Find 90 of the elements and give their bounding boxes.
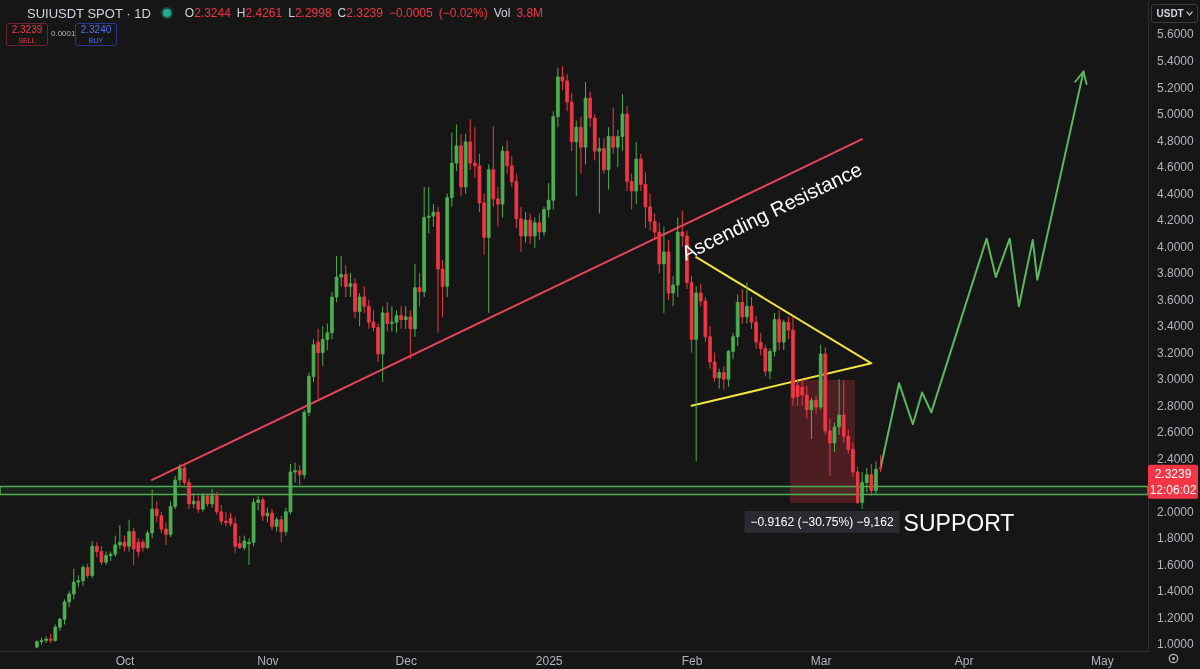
candlestick — [394, 309, 399, 334]
y-tick-label: 5.2000 — [1157, 80, 1195, 95]
candlestick — [297, 464, 302, 486]
y-tick-label: 4.6000 — [1157, 160, 1195, 175]
candlestick — [781, 319, 786, 351]
y-tick-label: 2.4000 — [1157, 451, 1195, 466]
candlestick — [210, 488, 214, 509]
x-tick-label: 2025 — [535, 653, 563, 668]
text: 2.3239 — [1154, 466, 1192, 481]
x-tick-label: Feb — [681, 653, 703, 668]
candlestick — [574, 120, 579, 197]
candlestick — [777, 309, 781, 351]
y-tick-label: 1.2000 — [1157, 610, 1195, 625]
y-tick-label: 5.4000 — [1157, 53, 1195, 68]
y-axis-title: USDT — [1156, 7, 1184, 19]
candlestick — [869, 463, 874, 497]
candlestick — [113, 535, 118, 558]
candlestick — [874, 460, 878, 496]
y-tick-label: 3.8000 — [1157, 266, 1195, 281]
y-tick-label: 4.4000 — [1157, 186, 1195, 201]
x-tick-label: Nov — [257, 653, 279, 668]
candlestick — [602, 137, 606, 175]
y-tick-label: 2.8000 — [1157, 398, 1195, 413]
candlestick — [159, 511, 164, 534]
candlestick — [408, 309, 413, 360]
y-tick-label: 3.2000 — [1157, 345, 1195, 360]
x-tick-label: May — [1091, 653, 1114, 668]
candlestick — [399, 305, 403, 330]
y-tick-label: 1.6000 — [1157, 557, 1195, 572]
y-tick-label: 3.0000 — [1157, 372, 1195, 387]
candlestick — [763, 344, 768, 378]
candlestick — [343, 264, 348, 298]
candlestick — [131, 527, 136, 566]
candlestick — [528, 212, 533, 245]
chart-title: SUIUSDT SPOT · 1D — [27, 5, 151, 21]
candlestick — [537, 212, 542, 241]
y-tick-label: 5.0000 — [1157, 107, 1195, 122]
candlestick — [740, 288, 745, 325]
y-tick-label: 4.8000 — [1157, 133, 1195, 148]
x-tick-label: Dec — [395, 653, 417, 668]
candlestick — [523, 211, 528, 244]
y-tick-label: 4.2000 — [1157, 213, 1195, 228]
candlestick — [814, 394, 818, 415]
candlestick — [468, 118, 473, 171]
candlestick — [745, 281, 749, 325]
candlestick — [357, 292, 362, 327]
y-tick-label: 2.6000 — [1157, 425, 1195, 440]
candlestick — [532, 216, 537, 249]
x-tick-label: Apr — [954, 653, 974, 668]
y-tick-label: 1.4000 — [1157, 584, 1195, 599]
candlestick — [597, 137, 602, 214]
annotation: 0.0001 — [51, 29, 76, 38]
y-tick-label: 2.0000 — [1157, 504, 1195, 519]
candlestick — [717, 368, 722, 389]
y-tick-label: 3.6000 — [1157, 292, 1195, 307]
candlestick — [71, 568, 76, 600]
candlestick — [878, 454, 883, 473]
y-tick-label: 5.6000 — [1157, 27, 1195, 42]
x-tick-label: Oct — [115, 653, 135, 668]
candlestick — [320, 325, 325, 367]
annotation: 2.3240 — [80, 24, 112, 35]
candlestick — [279, 515, 284, 543]
y-tick-label: 3.4000 — [1157, 319, 1195, 334]
x-tick-label: Mar — [810, 653, 832, 668]
candlestick — [127, 519, 131, 553]
annotation: SUPPORT — [903, 510, 1015, 536]
candlestick — [579, 116, 583, 175]
text: 12:06:02 — [1149, 482, 1197, 497]
candlestick — [385, 301, 390, 332]
y-tick-label: 1.0000 — [1157, 637, 1195, 652]
annotation: −0.9162 (−30.75%) −9,162 — [750, 515, 894, 529]
candlestick — [431, 203, 436, 228]
candlestick — [809, 397, 814, 440]
candlestick — [722, 365, 726, 391]
y-tick-label: 1.8000 — [1157, 531, 1195, 546]
candlestick — [316, 328, 320, 400]
annotation: 2.3239 — [11, 24, 43, 35]
candlestick — [403, 305, 408, 330]
candlestick — [99, 545, 104, 566]
candlestick — [620, 93, 625, 152]
candlestick — [611, 106, 616, 155]
candlestick — [800, 378, 805, 407]
text: O2.3244 H2.4261 L2.2998 C2.3239 −0.0005 (−0.02%) Vol 3.8M — [184, 6, 544, 20]
candlestick — [260, 496, 265, 522]
candlestick — [348, 272, 353, 298]
candlestick — [270, 508, 274, 531]
candlestick — [201, 492, 205, 513]
candlestick — [662, 226, 666, 314]
candlestick — [417, 272, 422, 307]
y-tick-label: 4.0000 — [1157, 239, 1195, 254]
